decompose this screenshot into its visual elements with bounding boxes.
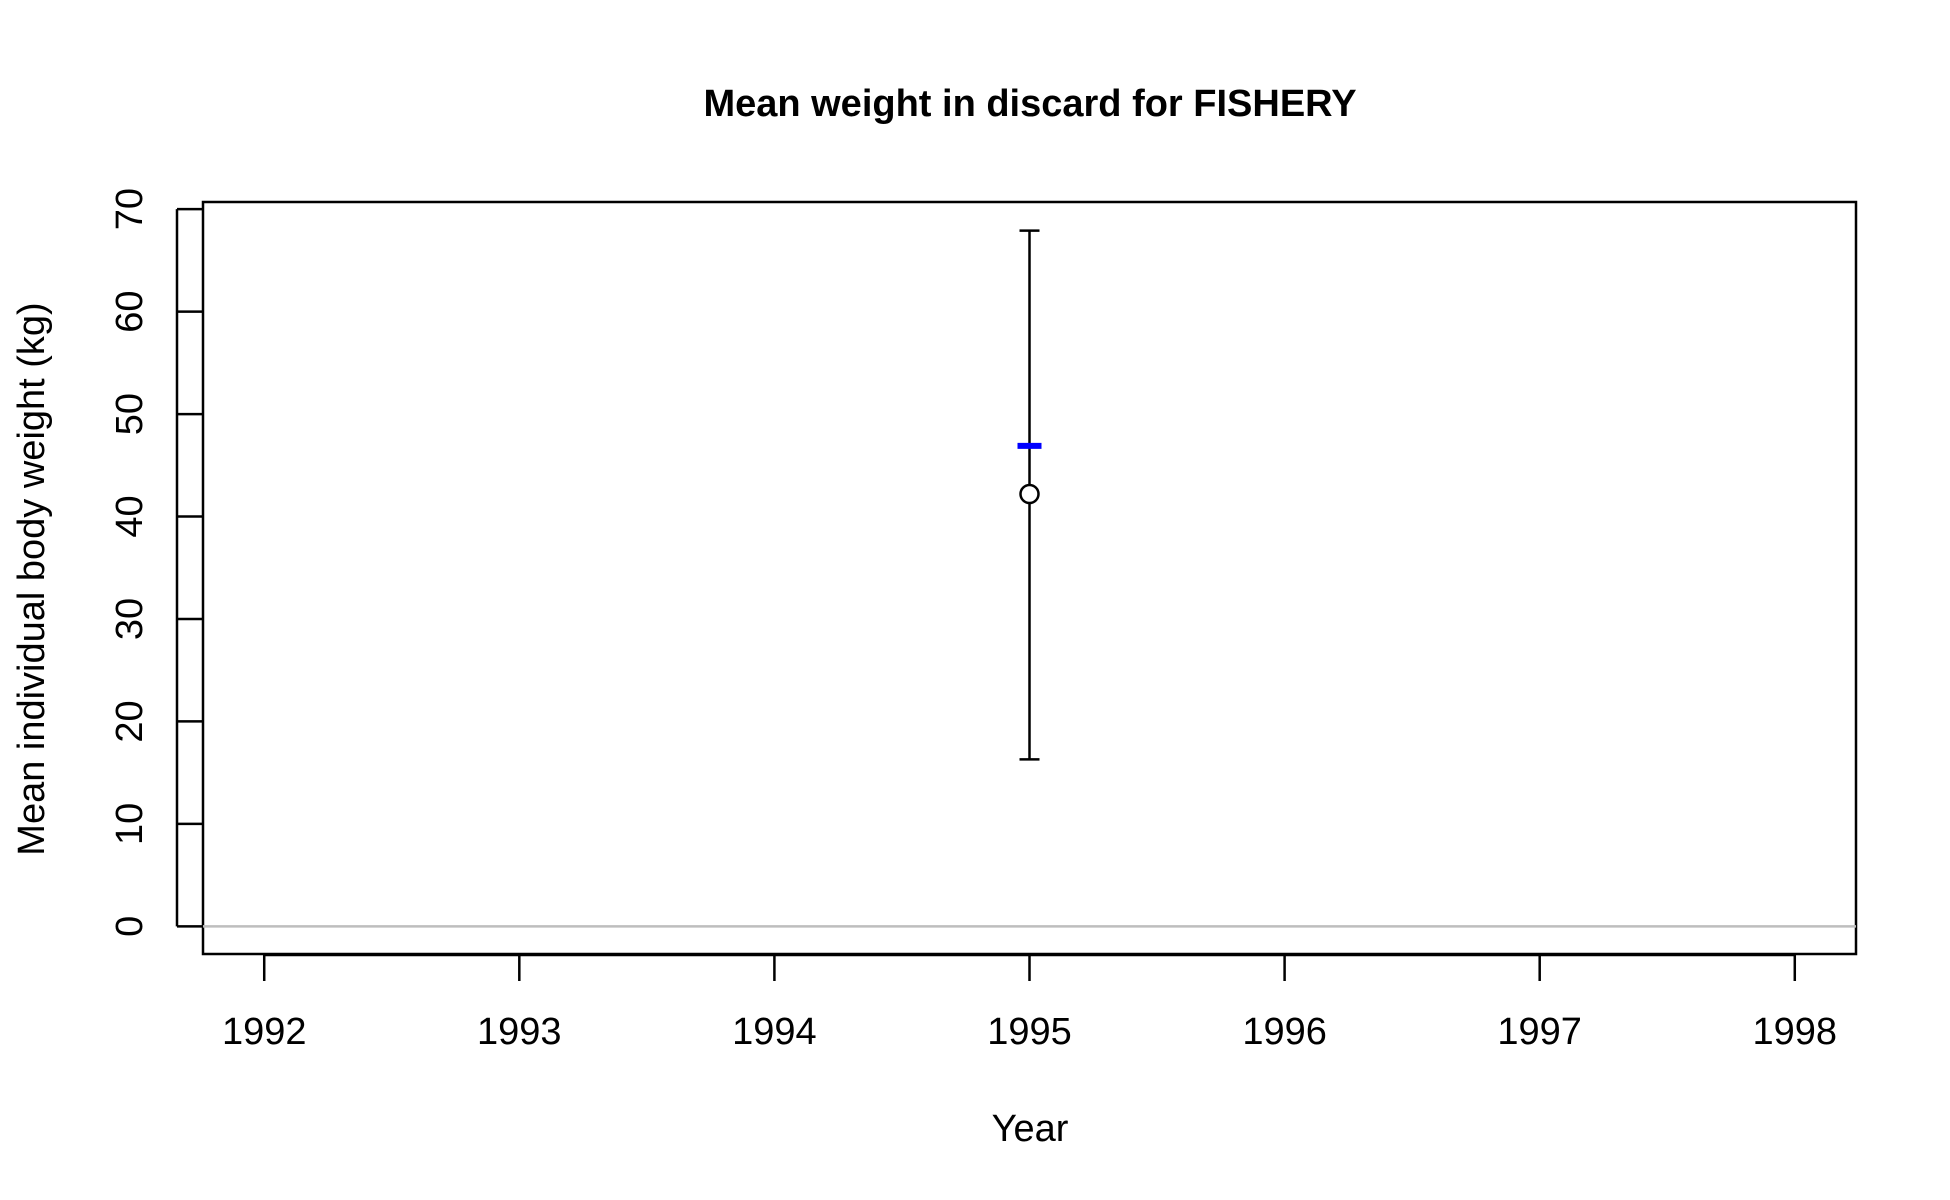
x-axis-label: Year (992, 1108, 1069, 1150)
x-axis: 1992 1993 1994 1995 1996 1997 1998 (222, 953, 1838, 1053)
x-tick-label: 1993 (477, 1011, 562, 1053)
y-tick-label: 0 (109, 916, 151, 937)
y-tick-label: 70 (109, 188, 151, 230)
x-tick-label: 1997 (1497, 1011, 1582, 1053)
data-marks (1017, 229, 1042, 761)
y-axis-label: Mean individual body weight (kg) (11, 302, 53, 855)
y-tick-label: 40 (109, 495, 151, 537)
x-tick-label: 1996 (1242, 1011, 1327, 1053)
observed-point (1019, 483, 1040, 505)
x-tick-label: 1992 (222, 1011, 307, 1053)
chart-title: Mean weight in discard for FISHERY (703, 83, 1356, 125)
x-tick-label: 1998 (1753, 1011, 1838, 1053)
y-tick-label: 60 (109, 290, 151, 332)
y-tick-label: 10 (109, 803, 151, 845)
x-tick-label: 1994 (732, 1011, 817, 1053)
x-tick-label: 1995 (987, 1011, 1072, 1053)
y-tick-label: 30 (109, 598, 151, 640)
y-axis: 0 10 20 30 40 50 60 70 (109, 188, 203, 937)
y-tick-label: 50 (109, 393, 151, 435)
y-tick-label: 20 (109, 700, 151, 742)
